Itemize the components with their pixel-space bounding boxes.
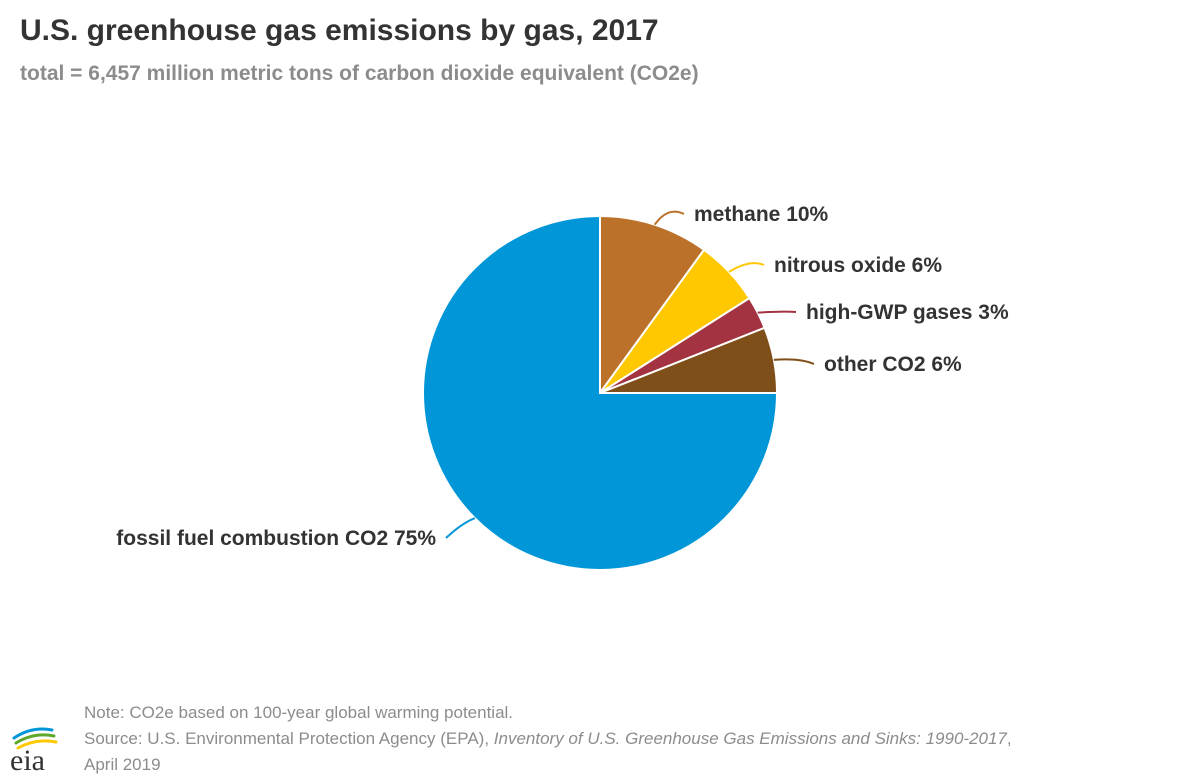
slice-labels: methane 10% nitrous oxide 6% high-GWP gase… xyxy=(116,203,1009,550)
leader-line-0 xyxy=(653,210,685,226)
slice-label-2: high-GWP gases 3% xyxy=(806,301,1009,324)
logo-arc-yellow xyxy=(16,739,58,750)
pie-chart: methane 10% nitrous oxide 6% high-GWP gase… xyxy=(116,203,1009,571)
leader-lines xyxy=(445,210,815,539)
footer-source-prefix: Source: U.S. Environmental Protection Ag… xyxy=(84,729,494,748)
leader-line-1 xyxy=(728,262,765,273)
chart-title: U.S. greenhouse gas emissions by gas, 20… xyxy=(20,14,659,47)
pie-slice-0 xyxy=(599,214,706,397)
footer-note: Note: CO2e based on 100-year global warm… xyxy=(84,703,514,722)
leader-line-2 xyxy=(757,310,797,314)
footer-source-title: Inventory of U.S. Greenhouse Gas Emissio… xyxy=(493,729,1007,748)
leader-line-3 xyxy=(773,358,815,365)
slice-label-1: nitrous oxide 6% xyxy=(774,254,942,277)
slice-label-3: other CO2 6% xyxy=(824,353,962,376)
leader-line-4 xyxy=(445,517,476,539)
logo-arc-blue xyxy=(12,727,54,740)
pie-slices xyxy=(422,214,779,571)
slice-label-4: fossil fuel combustion CO2 75% xyxy=(116,527,436,550)
chart-footer: Note: CO2e based on 100-year global warm… xyxy=(84,700,1184,778)
footer-source: Source: U.S. Environmental Protection Ag… xyxy=(84,726,1184,752)
slice-label-0: methane 10% xyxy=(694,203,829,226)
logo-text: eia xyxy=(10,744,45,774)
footer-source-date: April 2019 xyxy=(84,755,161,774)
footer-source-suffix: , xyxy=(1006,729,1012,748)
logo-arc-green xyxy=(14,733,56,745)
chart-subtitle: total = 6,457 million metric tons of car… xyxy=(20,62,699,85)
eia-logo: eia xyxy=(10,727,58,774)
